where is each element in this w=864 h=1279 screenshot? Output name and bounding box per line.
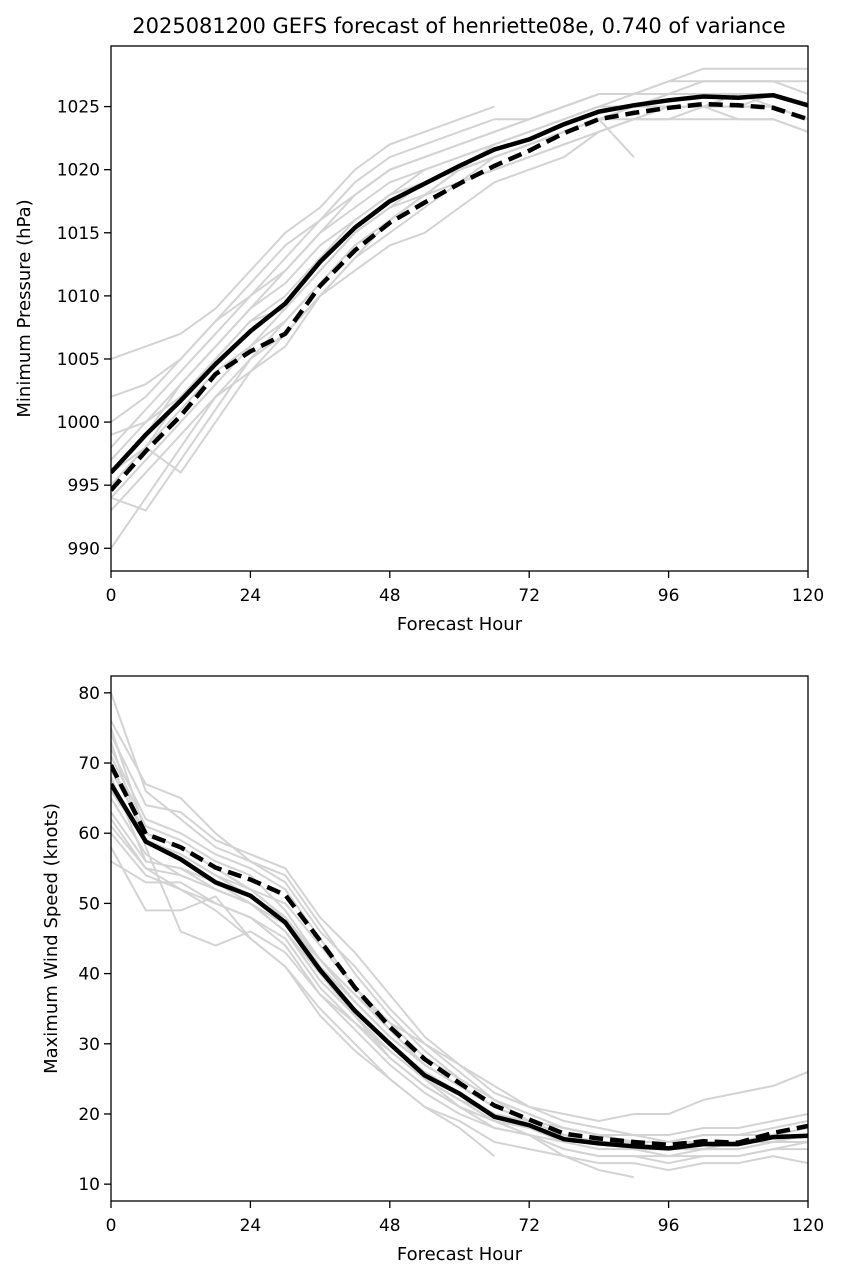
pressure-member-line-1 — [111, 93, 808, 474]
pressure-x-tick-label: 120 — [792, 586, 824, 606]
pressure-x-tick-label: 0 — [106, 586, 117, 606]
pressure-y-tick-label: 990 — [68, 539, 100, 559]
pressure-member-line-12 — [111, 105, 808, 475]
wind-x-tick-label: 24 — [240, 1216, 262, 1236]
wind-y-tick-label: 40 — [78, 965, 100, 985]
pressure-member-line-9 — [111, 118, 635, 486]
wind-y-tick-label: 30 — [78, 1035, 100, 1055]
wind-panel: 0 24 48 72 96 120 10 20 30 40 50 60 70 80 Forecast Hou… — [41, 675, 824, 1265]
pressure-plot-area — [111, 67, 808, 549]
pressure-y-tick-label: 1005 — [57, 350, 100, 370]
pressure-dashed-line — [111, 101, 808, 492]
wind-member-line-3 — [111, 692, 808, 1143]
figure-title: 2025081200 GEFS forecast of henriette08e… — [132, 14, 785, 38]
wind-member-line-8 — [111, 734, 808, 1136]
wind-member-line-7 — [111, 860, 808, 1165]
pressure-member-line-6 — [111, 67, 808, 398]
pressure-y-tick-label: 995 — [68, 476, 100, 496]
pressure-x-axis-label: Forecast Hour — [397, 614, 523, 635]
wind-x-axis-label: Forecast Hour — [397, 1244, 523, 1265]
pressure-panel: 0 24 48 72 96 120 990 995 1000 1005 1010 1015 1020 10… — [14, 45, 824, 635]
pressure-x-tick-label: 48 — [379, 586, 401, 606]
wind-member-line-4 — [111, 748, 808, 1158]
wind-y-axis-label: Maximum Wind Speed (knots) — [41, 803, 62, 1074]
pressure-y-tick-label: 1015 — [57, 224, 100, 244]
pressure-y-tick-label: 1010 — [57, 287, 100, 307]
pressure-y-tick-label: 1025 — [57, 98, 100, 118]
wind-axes-frame — [110, 675, 809, 1202]
wind-x-tick-label: 120 — [792, 1216, 824, 1236]
wind-x-tick-label: 0 — [106, 1216, 117, 1236]
wind-y-tick-label: 80 — [78, 684, 100, 704]
wind-solid-line — [111, 782, 808, 1151]
wind-member-line-16 — [111, 811, 808, 1158]
wind-x-tick-label: 48 — [379, 1216, 401, 1236]
pressure-y-tick-label: 1000 — [57, 413, 100, 433]
pressure-x-tick-label: 96 — [658, 586, 680, 606]
wind-member-line-14 — [111, 790, 808, 1143]
pressure-member-line-8 — [111, 93, 808, 461]
pressure-member-line-13 — [111, 93, 808, 423]
wind-y-tick-label: 20 — [78, 1105, 100, 1125]
pressure-y-axis-label: Minimum Pressure (hPa) — [14, 199, 35, 417]
wind-y-tick-label: 10 — [78, 1175, 100, 1195]
pressure-y-tick-label: 1020 — [57, 161, 100, 181]
wind-plot-area — [111, 692, 808, 1179]
pressure-member-line-5 — [111, 105, 495, 360]
pressure-x-tick-label: 72 — [518, 586, 540, 606]
wind-x-tick-label: 72 — [518, 1216, 540, 1236]
wind-dashed-line — [111, 764, 808, 1148]
wind-y-tick-label: 50 — [78, 894, 100, 914]
wind-member-line-11 — [111, 832, 808, 1172]
pressure-member-line-14 — [111, 105, 808, 486]
pressure-member-line-7 — [111, 118, 808, 512]
pressure-member-line-3 — [111, 80, 808, 448]
pressure-solid-line — [111, 92, 808, 475]
pressure-axes-frame — [110, 45, 809, 572]
wind-member-line-15 — [111, 846, 496, 1157]
pressure-x-tick-label: 24 — [240, 586, 262, 606]
wind-y-tick-label: 60 — [78, 824, 100, 844]
wind-y-tick-label: 70 — [78, 754, 100, 774]
wind-x-tick-label: 96 — [658, 1216, 680, 1236]
wind-member-line-10 — [111, 720, 808, 1143]
pressure-member-line-10 — [111, 80, 808, 436]
